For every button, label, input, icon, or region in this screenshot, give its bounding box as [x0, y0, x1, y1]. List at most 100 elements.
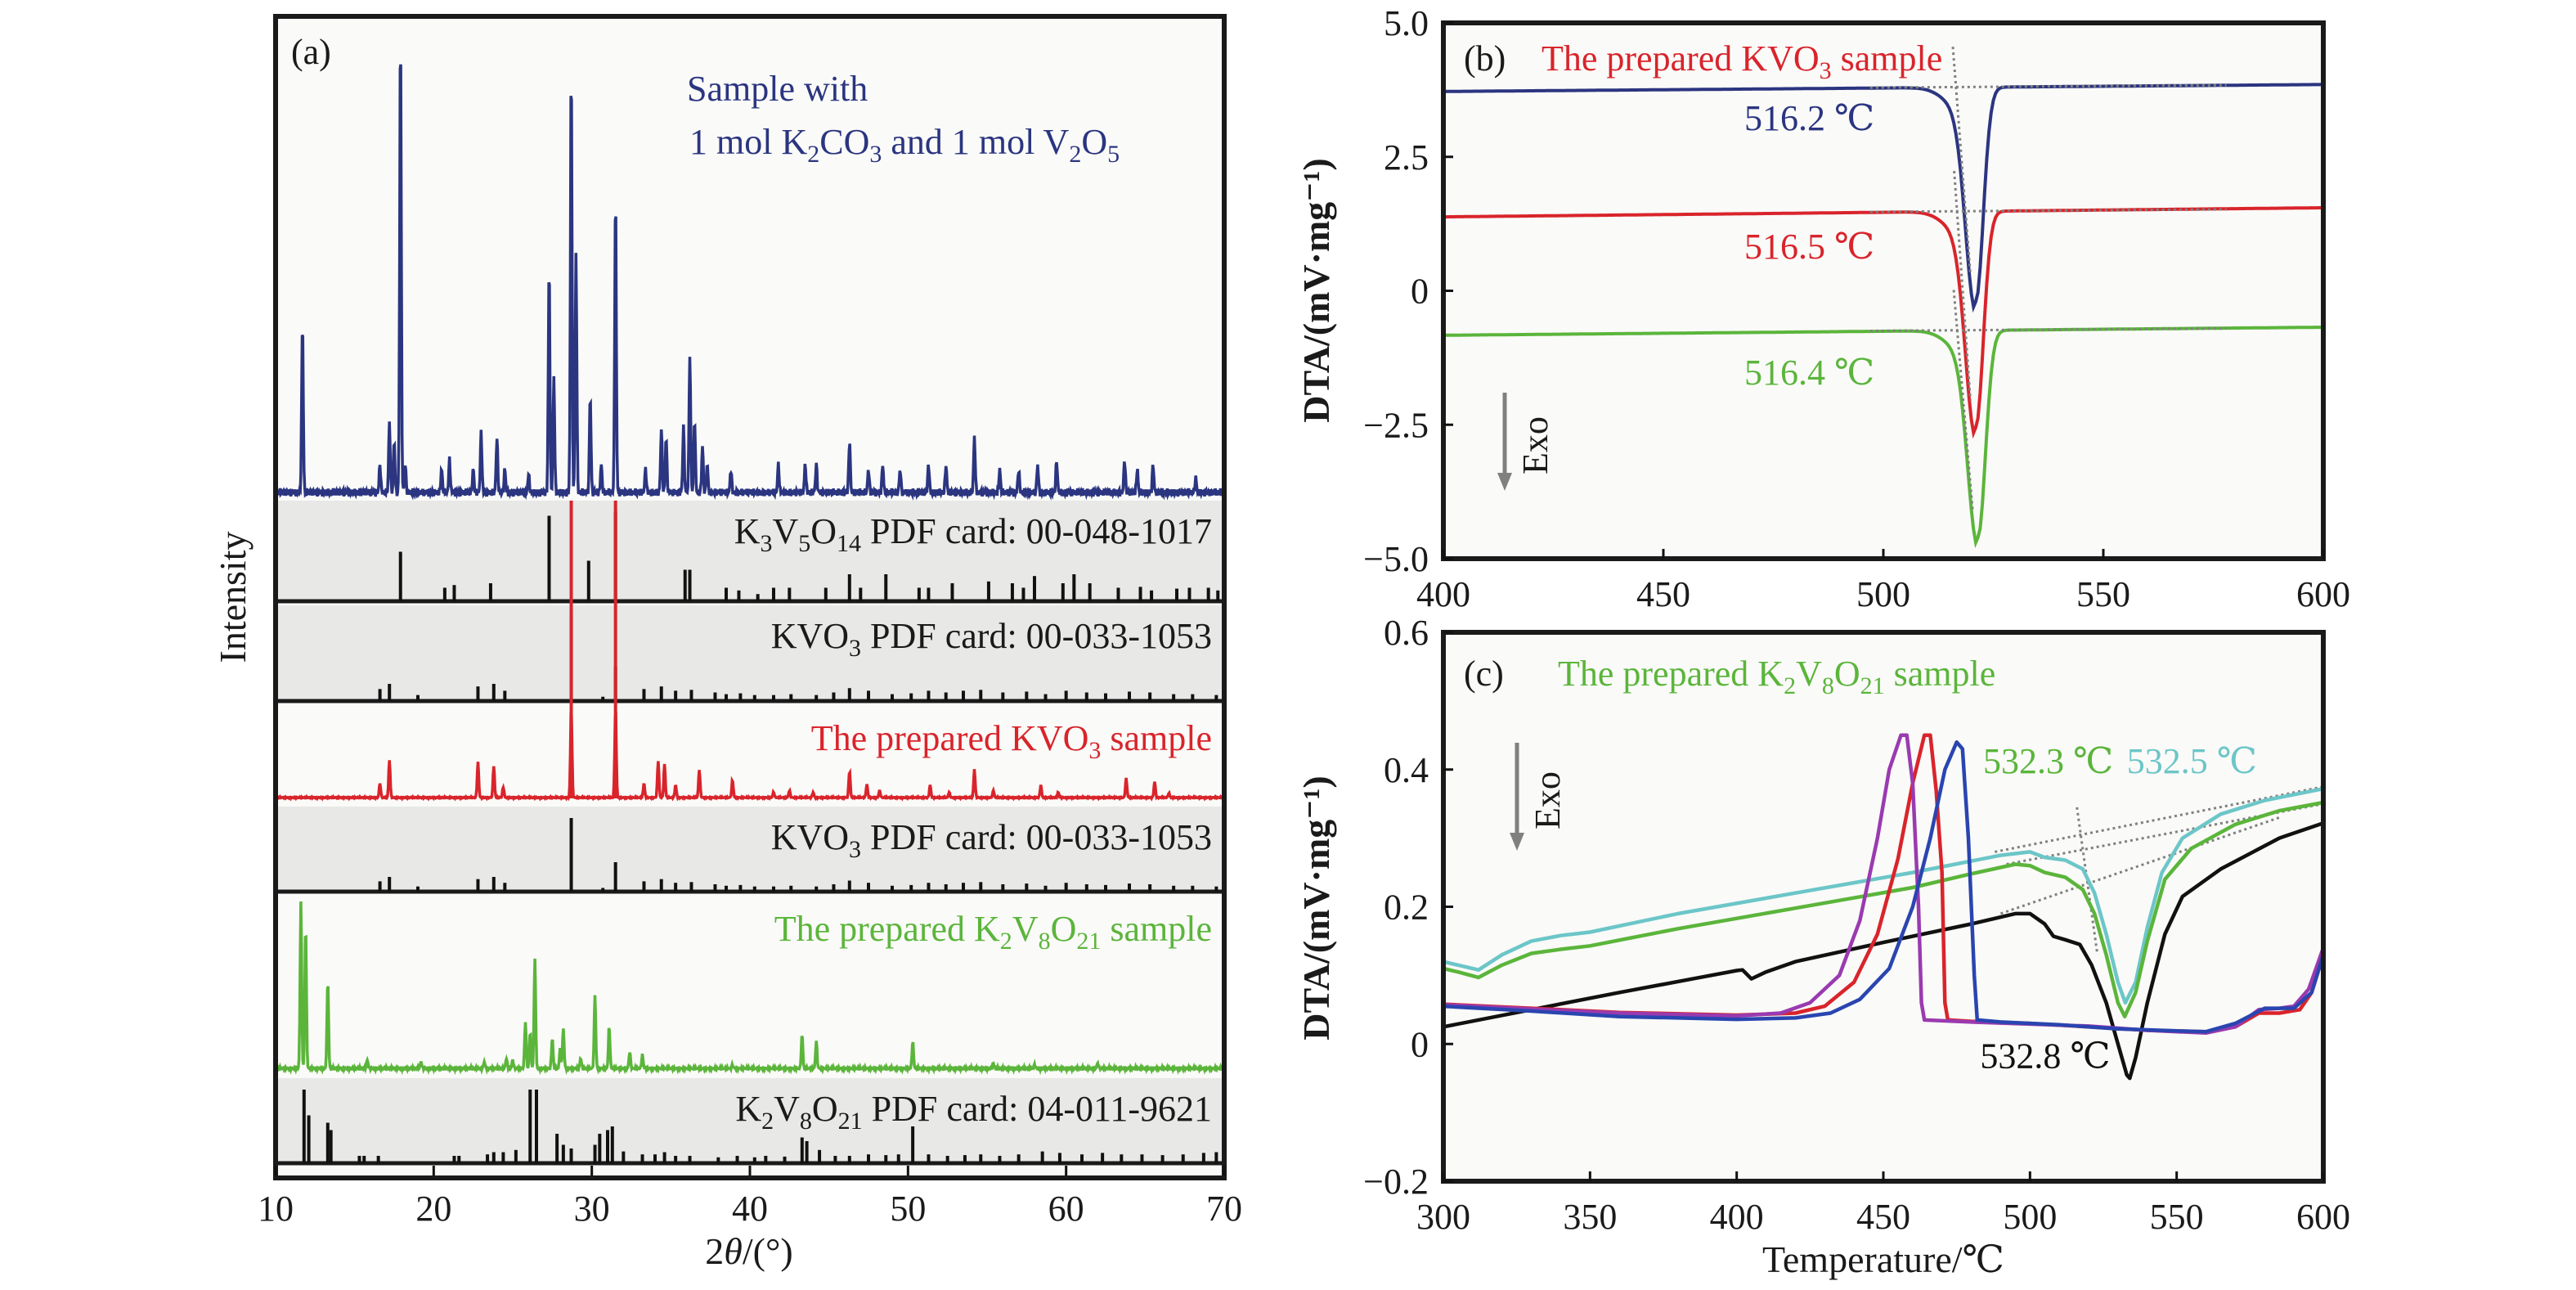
text-run: sample: [1885, 654, 1996, 694]
x-tick-label: 60: [1048, 1189, 1084, 1229]
subscript: 3: [869, 141, 882, 168]
text-run: KVO: [771, 616, 849, 656]
x-tick-label: 600: [2296, 574, 2350, 614]
panel-a-x-axis-title: 2θ/(°): [705, 1230, 792, 1272]
subscript: 2: [1069, 141, 1081, 168]
onset-annotation: 532.8 ℃: [1980, 1036, 2110, 1076]
onset-tangent: [1953, 170, 1972, 401]
x-axis-title-prefix: 2: [705, 1230, 724, 1272]
text-run: The prepared KVO: [1542, 38, 1820, 79]
text-run: sample: [1101, 909, 1212, 949]
text-run: Sample with: [687, 69, 868, 109]
prepared-kvo3-trace: [275, 711, 1225, 802]
exo-arrow-icon: [1497, 473, 1512, 491]
tangent-line: [2006, 802, 2324, 865]
subscript: 3: [849, 836, 861, 863]
subscript: 8: [1822, 672, 1834, 699]
x-tick-label: 20: [415, 1189, 451, 1229]
reference-label: K3V5O14 PDF card: 00-048-1017: [734, 511, 1212, 557]
x-tick-label: 40: [732, 1189, 768, 1229]
y-tick-label: 0: [1411, 272, 1429, 312]
prepared-k2v8o21-trace: [275, 901, 1225, 1076]
reference-label: KVO3 PDF card: 00-033-1053: [771, 616, 1212, 662]
y-tick-label: −5.0: [1363, 539, 1429, 579]
subscript: 8: [1039, 928, 1051, 955]
y-tick-label: 5.0: [1384, 3, 1429, 43]
reference-band-bg: [276, 605, 1224, 701]
y-tick-label: 0.2: [1384, 888, 1429, 928]
baseline-tangent: [1869, 83, 2227, 89]
pattern-label: The prepared KVO3 sample: [811, 718, 1212, 764]
panel-b-content: 516.2 ℃ 516.5 ℃ 516.4 ℃ Exo: [1443, 47, 2324, 549]
tangent-line: [1995, 785, 2324, 853]
x-axis-theta-symbol: θ: [724, 1230, 743, 1272]
pattern-label-line: 1 mol K2CO3 and 1 mol V2O5: [689, 122, 1120, 168]
subscript: 2: [807, 141, 819, 168]
text-run: sample: [1101, 718, 1212, 758]
x-tick-label: 400: [1710, 1197, 1764, 1237]
text-run: PDF card: 00-033-1053: [861, 817, 1212, 857]
reference-band-bg: [276, 501, 1224, 601]
text-run: The prepared K: [774, 909, 1000, 949]
text-run: O: [812, 1089, 838, 1129]
text-run: CO: [819, 122, 869, 162]
exo-arrow-icon: [1510, 833, 1524, 851]
panel-a-y-axis-title: Intensity: [212, 532, 254, 663]
panel-b-dta: 516.2 ℃ 516.5 ℃ 516.4 ℃ Exo (b) The prepare…: [1295, 3, 2350, 614]
cyan-curve: [1443, 786, 2324, 1005]
text-run: sample: [1832, 38, 1943, 79]
onset-annotation: 532.5 ℃: [2127, 741, 2257, 781]
panel-c-dta: 532.3 ℃ 532.5 ℃ 532.8 ℃ Exo (c) The prepare…: [1295, 613, 2350, 1280]
x-tick-label: 550: [2150, 1197, 2204, 1237]
panel-a-label: (a): [291, 32, 331, 72]
onset-annotation: 532.3 ℃: [1983, 741, 2113, 781]
text-run: 1 mol K: [689, 122, 807, 162]
subscript: 2: [761, 1108, 774, 1135]
pattern-label: The prepared K2V8O21 sample: [774, 909, 1212, 955]
blue-curve: [1443, 739, 2326, 1034]
x-tick-label: 30: [574, 1189, 610, 1229]
onset-annotation: 516.5 ℃: [1744, 227, 1874, 267]
panel-c-y-axis-title: DTA/(mV·mg⁻¹): [1295, 775, 1337, 1040]
subscript: 2: [1000, 928, 1012, 955]
panel-b-y-axis-title: DTA/(mV·mg⁻¹): [1295, 158, 1337, 422]
sample-mixture-trace: [274, 64, 1226, 501]
exo-label: Exo: [1528, 771, 1568, 829]
subscript: 3: [1088, 737, 1101, 764]
text-run: O: [1051, 909, 1077, 949]
text-run: and 1 mol V: [882, 122, 1069, 162]
text-run: K: [734, 511, 761, 551]
subscript: 14: [837, 530, 861, 557]
text-run: KVO: [771, 817, 849, 857]
onset-annotation: 516.2 ℃: [1744, 98, 1874, 138]
panel-b-ticks: 400 450 500 550 600 5.0 2.5 0 −2.5 −5.0: [1363, 3, 2350, 614]
subscript: 21: [1076, 928, 1101, 955]
x-tick-label: 350: [1563, 1197, 1617, 1237]
panel-a-bands: [276, 501, 1224, 1166]
y-tick-label: −0.2: [1363, 1162, 1429, 1202]
x-tick-label: 50: [890, 1189, 926, 1229]
onset-tangent: [1952, 290, 1974, 511]
y-tick-label: 0.4: [1384, 750, 1429, 790]
x-tick-label: 450: [1636, 574, 1690, 614]
pattern-label-line: Sample with: [687, 69, 868, 109]
text-run: PDF card: 04-011-9621: [863, 1089, 1212, 1129]
y-tick-label: 0: [1411, 1024, 1429, 1064]
panel-a-traces: [274, 64, 1226, 1163]
x-tick-label: 600: [2296, 1197, 2350, 1237]
x-tick-label: 550: [2076, 574, 2130, 614]
text-run: O: [1834, 654, 1860, 694]
panel-c-content: 532.3 ℃ 532.5 ℃ 532.8 ℃ Exo: [1443, 733, 2326, 1081]
x-tick-label: 400: [1416, 574, 1470, 614]
text-run: PDF card: 00-048-1017: [861, 511, 1212, 551]
x-tick-label: 500: [1856, 574, 1910, 614]
panel-b-title: The prepared KVO3 sample: [1542, 38, 1942, 84]
subscript: 2: [1784, 672, 1796, 699]
reference-label: K2V8O21 PDF card: 04-011-9621: [735, 1089, 1212, 1135]
onset-annotation: 516.4 ℃: [1744, 353, 1874, 393]
text-run: V: [1012, 909, 1039, 949]
exo-label: Exo: [1515, 416, 1555, 474]
text-run: PDF card: 00-033-1053: [861, 616, 1212, 656]
